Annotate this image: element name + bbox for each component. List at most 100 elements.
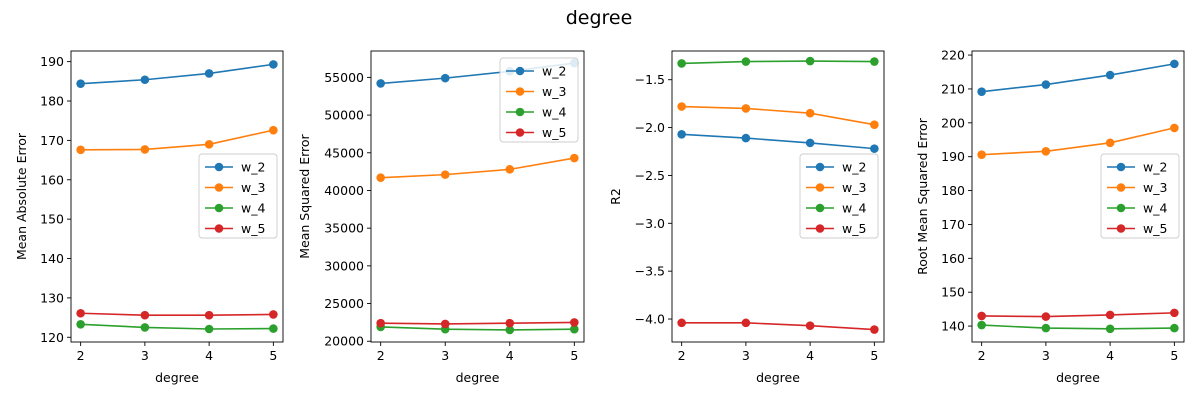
x-tick-label: 4 <box>205 348 213 363</box>
chart-panel-4: 2 3 4 5 140 150 160 170 180 190 200 210 220 degree Roo… <box>915 48 1185 385</box>
data-point-w-5 <box>1105 310 1115 320</box>
data-point-w-4 <box>505 325 515 335</box>
x-axis-label: degree <box>1056 370 1100 385</box>
data-point-w-5 <box>805 321 815 331</box>
series-line-w-3 <box>981 127 1175 156</box>
data-point-w-4 <box>269 324 278 333</box>
data-point-w-4 <box>140 323 150 332</box>
data-point-w-3 <box>440 170 450 179</box>
data-point-w-5 <box>870 325 879 334</box>
data-point-w-4 <box>1041 323 1051 333</box>
legend-label: w_2 <box>1143 160 1167 175</box>
series-line-w-3 <box>80 129 274 151</box>
legend-marker <box>515 66 525 76</box>
data-point-w-3 <box>741 104 751 113</box>
y-tick-label: 190 <box>941 149 965 164</box>
data-point-w-2 <box>805 138 815 148</box>
legend: w_2 w_3 w_4 w_5 <box>799 153 879 239</box>
legend: w_2 w_3 w_4 w_5 <box>499 57 579 143</box>
x-tick-label: 4 <box>1106 348 1114 363</box>
data-point-w-4 <box>977 320 986 330</box>
data-point-w-5 <box>677 318 686 328</box>
y-tick-label: 170 <box>941 217 965 232</box>
data-point-w-5 <box>376 318 385 328</box>
legend-box <box>198 153 278 239</box>
data-point-w-3 <box>870 120 879 130</box>
y-tick-label: 20000 <box>324 334 364 349</box>
x-tick-label: 5 <box>1170 348 1178 363</box>
legend-label: w_2 <box>542 64 566 79</box>
data-point-w-5 <box>741 318 751 328</box>
x-tick-label: 5 <box>269 348 277 363</box>
data-point-w-2 <box>741 133 751 143</box>
y-tick-label: 200 <box>941 115 965 130</box>
data-point-w-4 <box>677 59 686 68</box>
chart-panel-3: 2 3 4 5 −4.0 −3.5 −3.0 −2.5 −2.0 −1.5 degree R2 w_2w… <box>608 50 885 385</box>
series-line-w-3 <box>380 157 575 179</box>
series-line-w-2 <box>681 133 875 150</box>
legend-label: w_5 <box>842 221 866 236</box>
axes-frame <box>671 50 885 343</box>
x-tick-label: 4 <box>806 348 814 363</box>
y-tick-label: 180 <box>941 183 965 198</box>
data-point-w-5 <box>977 311 986 321</box>
x-tick-label: 5 <box>570 348 578 363</box>
y-tick-label: 50000 <box>324 108 364 123</box>
series-line-w-4 <box>380 326 575 331</box>
x-tick-label: 3 <box>441 348 449 363</box>
y-tick-label: −1.5 <box>635 72 665 87</box>
x-tick-label: 5 <box>870 348 878 363</box>
y-tick-label: 140 <box>941 319 965 334</box>
x-tick-label: 3 <box>742 348 750 363</box>
data-point-w-2 <box>1170 59 1179 69</box>
axes-frame <box>370 50 585 343</box>
legend-label: w_2 <box>842 160 866 175</box>
data-point-w-3 <box>376 173 385 182</box>
y-tick-label: 40000 <box>324 183 364 198</box>
data-point-w-4 <box>1105 324 1115 334</box>
y-tick-label: 30000 <box>324 258 364 273</box>
series-line-w-5 <box>681 322 875 331</box>
y-tick-label: 150 <box>40 212 64 227</box>
legend-marker <box>214 224 224 233</box>
y-tick-label: 190 <box>40 54 64 69</box>
legend-marker <box>815 162 825 172</box>
series-line-w-5 <box>981 312 1175 318</box>
y-tick-label: 170 <box>40 133 64 148</box>
data-point-w-5 <box>1170 308 1179 318</box>
legend-label: w_5 <box>1143 221 1167 236</box>
data-point-w-2 <box>870 144 879 153</box>
data-point-w-2 <box>440 73 450 83</box>
legend-label: w_4 <box>1143 201 1167 216</box>
series-line-w-2 <box>80 63 274 85</box>
y-tick-label: 150 <box>941 285 965 300</box>
y-tick-label: 180 <box>40 94 64 109</box>
y-axis-label: Mean Absolute Error <box>14 132 29 260</box>
data-point-w-3 <box>204 140 214 149</box>
data-point-w-3 <box>1041 146 1051 156</box>
series-line-w-4 <box>981 324 1175 330</box>
data-point-w-5 <box>269 310 278 319</box>
data-point-w-3 <box>1170 123 1179 133</box>
legend-marker <box>1116 183 1126 192</box>
series-line-w-4 <box>80 323 274 330</box>
data-point-w-2 <box>140 75 150 85</box>
data-point-w-3 <box>977 150 986 159</box>
data-point-w-5 <box>76 308 85 318</box>
data-point-w-4 <box>870 57 879 66</box>
data-point-w-4 <box>76 319 85 329</box>
y-tick-label: 25000 <box>324 296 364 311</box>
legend-label: w_3 <box>542 84 566 99</box>
data-point-w-2 <box>376 79 385 88</box>
data-point-w-2 <box>1105 70 1115 80</box>
legend-marker <box>815 224 825 233</box>
y-tick-label: 55000 <box>324 70 364 85</box>
y-tick-label: −3.5 <box>635 264 665 279</box>
legend-marker <box>214 203 224 213</box>
legend-box <box>799 153 879 239</box>
legend-label: w_3 <box>842 180 866 195</box>
x-axis-label: degree <box>456 370 500 385</box>
legend: w_2 w_3 w_4 w_5 <box>1100 153 1180 239</box>
x-tick-label: 2 <box>978 348 986 363</box>
x-tick-label: 4 <box>506 348 514 363</box>
